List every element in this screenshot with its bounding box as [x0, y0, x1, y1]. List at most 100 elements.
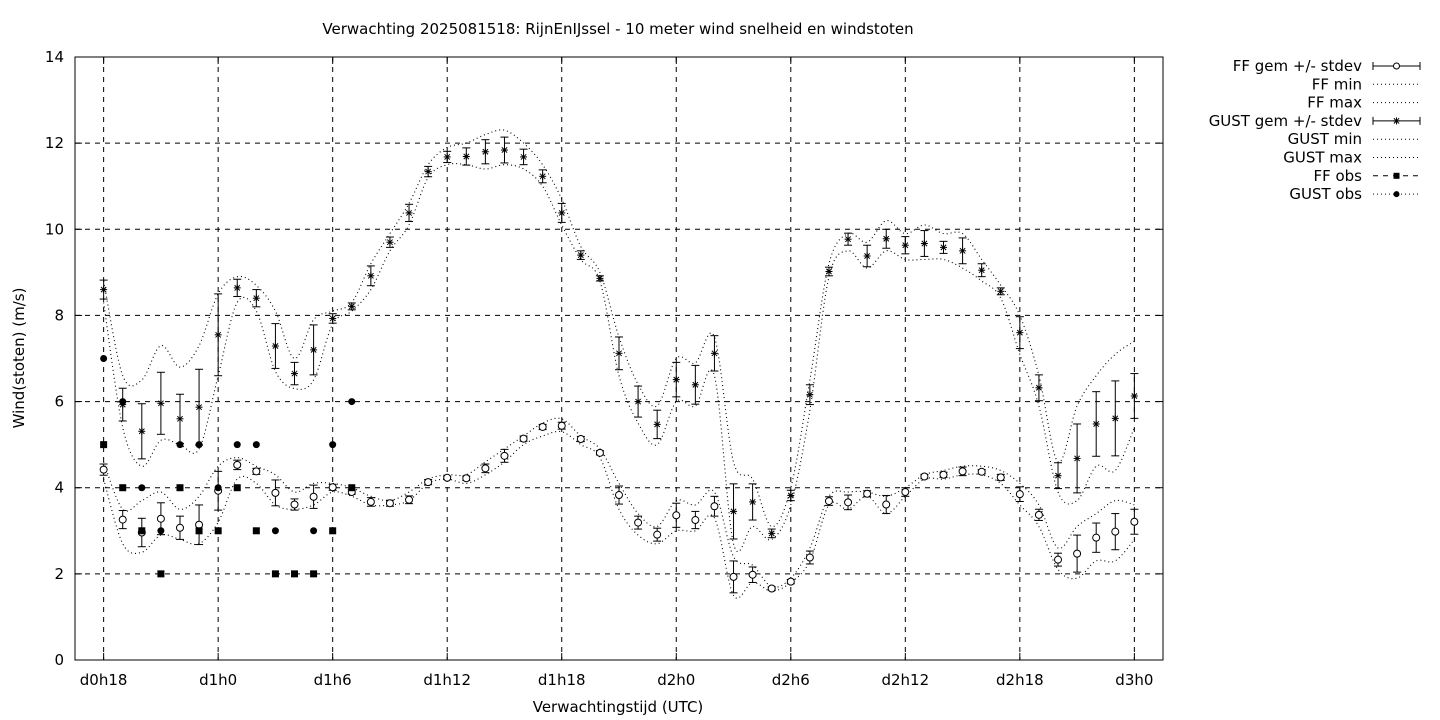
- ff-mean-point: [824, 497, 833, 506]
- gust-mean-point: [1111, 414, 1119, 422]
- gust-mean-point: [653, 420, 661, 428]
- legend-label-ff-mean: FF gem +/- stdev: [1233, 57, 1362, 75]
- ff-obs-point: [157, 570, 165, 578]
- ff-mean-point: [385, 499, 394, 508]
- ff-mean-point: [863, 489, 872, 498]
- legend-label-gust-min: GUST min: [1288, 130, 1362, 148]
- gust-mean-point: [615, 349, 623, 357]
- gust-mean-point: [481, 148, 489, 156]
- x-tick-label: d1h12: [423, 671, 471, 689]
- ff-mean-point: [691, 516, 700, 525]
- gust-mean-point: [558, 209, 566, 217]
- gust-mean-point: [100, 286, 108, 294]
- gust-mean-point: [539, 172, 547, 180]
- ff-mean-point: [175, 523, 184, 532]
- ff-mean-point: [977, 467, 986, 476]
- y-tick-label: 0: [54, 651, 64, 669]
- gust-mean-point: [252, 294, 260, 302]
- ff-mean-point: [1015, 490, 1024, 499]
- ff-obs-point: [138, 527, 146, 535]
- gust-obs-point: [195, 441, 203, 449]
- gust-mean-point: [978, 266, 986, 274]
- gust-obs-point: [176, 441, 184, 449]
- gust-obs-point: [119, 398, 127, 406]
- gust-mean-point: [691, 381, 699, 389]
- ff-mean-point: [233, 460, 242, 469]
- gust-mean-point: [920, 239, 928, 247]
- ff-min-line: [103, 430, 1135, 599]
- ff-mean-point: [805, 553, 814, 562]
- ff-obs-point: [348, 484, 356, 492]
- ff-mean-point: [634, 518, 643, 527]
- gust-obs-point: [271, 527, 279, 535]
- ff-mean-point: [996, 473, 1005, 482]
- y-tick-label: 14: [45, 48, 64, 66]
- ff-mean-point: [519, 434, 528, 443]
- ff-mean-point: [443, 473, 452, 482]
- gust-obs-point: [348, 398, 356, 406]
- x-tick-label: d2h18: [996, 671, 1044, 689]
- gust-mean-point: [749, 498, 757, 506]
- gust-mean-point: [1130, 392, 1138, 400]
- ff-mean-point: [424, 478, 433, 487]
- ff-mean-point: [118, 515, 127, 524]
- ff-mean-point: [767, 584, 776, 593]
- gust-mean-point: [310, 346, 318, 354]
- data-points: [99, 146, 1139, 593]
- ff-mean-point: [538, 422, 547, 431]
- gust-mean-point: [214, 331, 222, 339]
- x-tick-label: d2h6: [772, 671, 810, 689]
- ff-mean-point: [653, 530, 662, 539]
- legend-label-gust-obs: GUST obs: [1289, 185, 1362, 203]
- chart-title: Verwachting 2025081518: RijnEnIJssel - 1…: [322, 20, 913, 38]
- y-tick-label: 8: [54, 306, 64, 324]
- ff-mean-point: [405, 495, 414, 504]
- plot-border: [74, 56, 1164, 661]
- gust-min-line: [103, 162, 1135, 553]
- ff-obs-point: [176, 484, 184, 492]
- ff-mean-point: [290, 500, 299, 509]
- ff-mean-point: [939, 470, 948, 479]
- gust-mean-point: [882, 235, 890, 243]
- gust-mean-point: [386, 238, 394, 246]
- gust-mean-point: [844, 235, 852, 243]
- gust-mean-point: [730, 507, 738, 515]
- gust-obs-point: [310, 527, 318, 535]
- gust-mean-point: [138, 427, 146, 435]
- y-tick-label: 2: [54, 565, 64, 583]
- legend-square-marker: [1393, 172, 1400, 179]
- ff-mean-point: [500, 451, 509, 460]
- ff-mean-point: [729, 572, 738, 581]
- ff-obs-point: [233, 484, 241, 492]
- legend-label-gust-max: GUST max: [1283, 149, 1362, 167]
- ff-mean-point: [1034, 510, 1043, 519]
- gust-obs-point: [100, 355, 108, 362]
- gust-mean-point: [634, 398, 642, 406]
- x-tick-label: d2h0: [657, 671, 695, 689]
- ff-mean-point: [1130, 517, 1139, 526]
- gust-mean-point: [176, 415, 184, 423]
- ff-mean-point: [710, 502, 719, 511]
- x-axis-label: Verwachtingstijd (UTC): [533, 698, 704, 716]
- gust-mean-point: [596, 274, 604, 282]
- y-tick-label: 12: [45, 134, 64, 152]
- ff-mean-point: [1111, 527, 1120, 536]
- ff-mean-point: [576, 435, 585, 444]
- x-tick-label: d1h6: [314, 671, 352, 689]
- ff-mean-point: [99, 465, 108, 474]
- gust-obs-point: [329, 441, 337, 449]
- ff-mean-point: [615, 491, 623, 500]
- ff-obs-point: [214, 527, 222, 535]
- ff-mean-point: [672, 511, 681, 520]
- gust-mean-point: [443, 153, 451, 161]
- gust-mean-point: [863, 252, 871, 260]
- ff-mean-point: [271, 488, 280, 497]
- ff-mean-point: [1073, 549, 1082, 558]
- x-tick-label: d1h18: [538, 671, 586, 689]
- legend-label-ff-max: FF max: [1307, 94, 1362, 112]
- gust-mean-point: [768, 529, 776, 537]
- ff-mean-point: [557, 421, 566, 430]
- ff-obs-point: [252, 527, 260, 535]
- ff-obs-point: [100, 441, 108, 449]
